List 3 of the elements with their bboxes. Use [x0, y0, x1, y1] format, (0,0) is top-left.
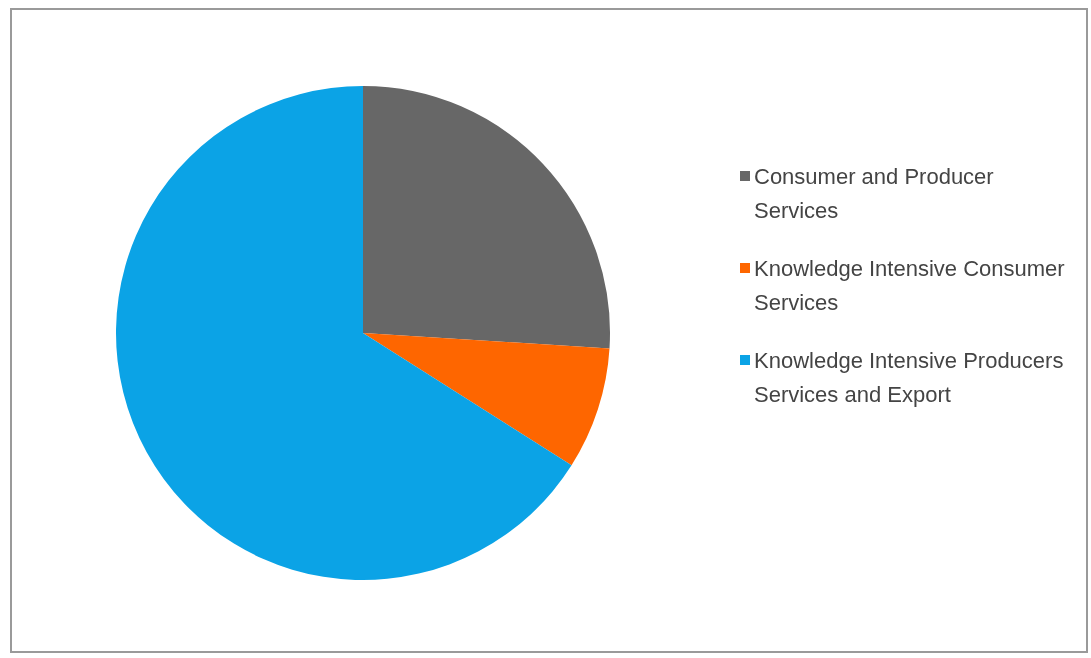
legend-label: Knowledge Intensive Consumer Services: [754, 255, 1066, 317]
legend-label: Knowledge Intensive Producers Services and Export: [754, 347, 1065, 409]
legend-label: Consumer and Producer Services: [754, 163, 995, 225]
